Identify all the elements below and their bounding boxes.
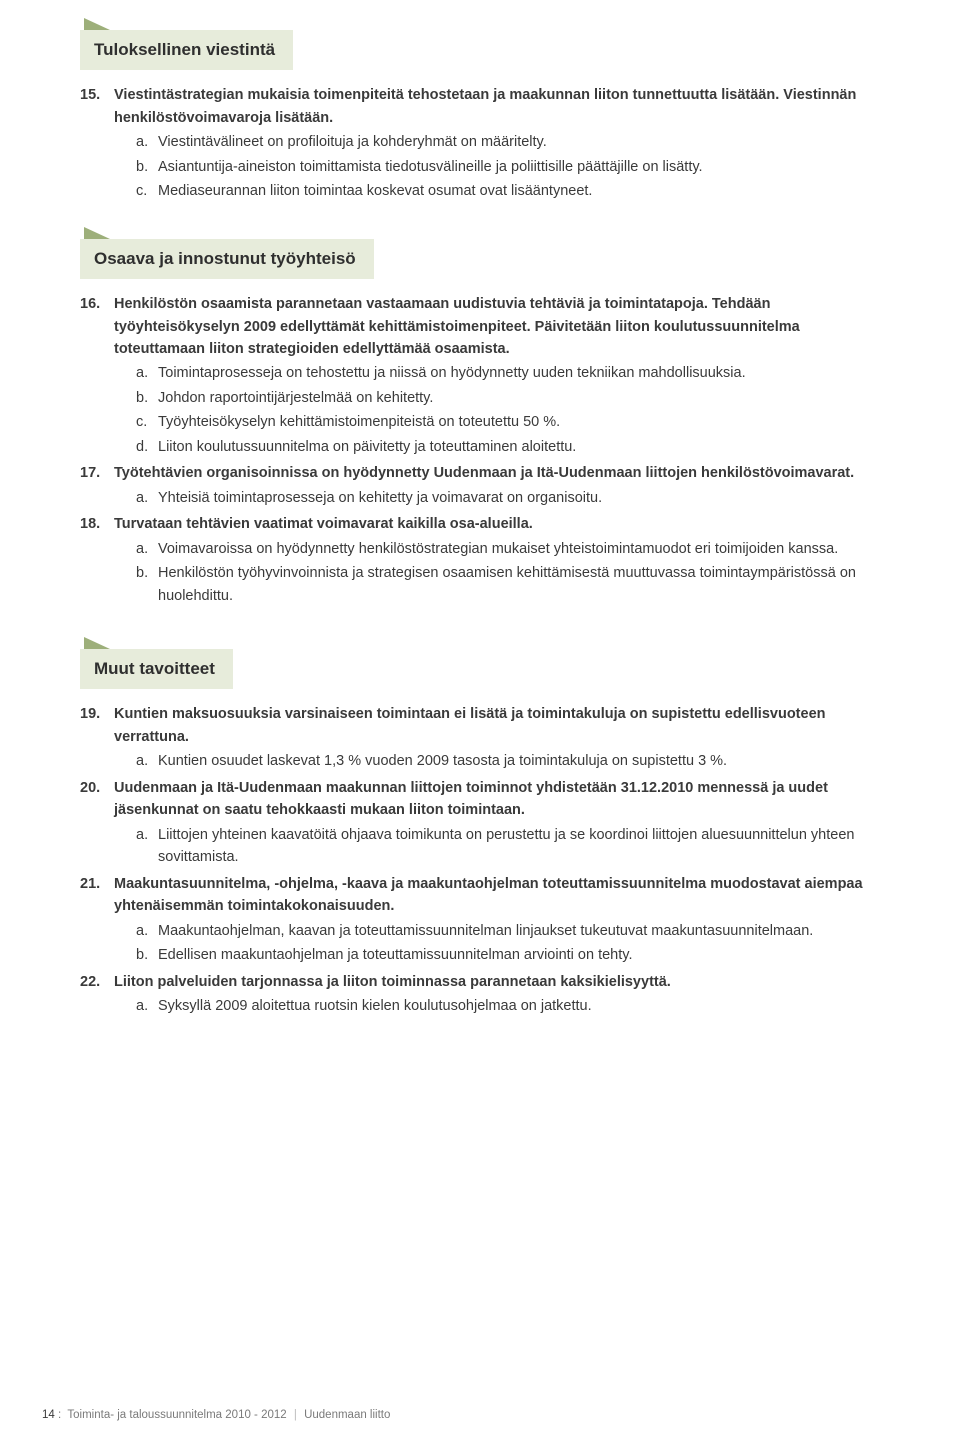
sub-item: b. Edellisen maakuntaohjelman ja toteutta… [136, 944, 880, 966]
section-header: Muut tavoitteet [80, 649, 880, 689]
item-title: Liiton palveluiden tarjonnassa ja liiton… [114, 974, 671, 990]
sub-text: Yhteisiä toimintaprosesseja on kehitetty… [158, 490, 602, 506]
item-title: Turvataan tehtävien vaatimat voimavarat … [114, 516, 533, 532]
sub-letter: a. [136, 131, 148, 153]
list-item: 16. Henkilöstön osaamista parannetaan va… [80, 293, 880, 458]
item-title: Maakuntasuunnitelma, -ohjelma, -kaava ja… [114, 876, 863, 914]
sub-letter: c. [136, 411, 147, 433]
sub-letter: a. [136, 538, 148, 560]
list-item: 22. Liiton palveluiden tarjonnassa ja li… [80, 971, 880, 1018]
section-muut-tavoitteet: Muut tavoitteet 19. Kuntien maksuosuuksi… [80, 649, 880, 1017]
sub-letter: a. [136, 995, 148, 1017]
sub-item: c. Mediaseurannan liiton toimintaa koskev… [136, 180, 880, 202]
item-list: 15. Viestintästrategian mukaisia toimenp… [80, 84, 880, 202]
header-tab-icon [84, 637, 110, 649]
sub-list: a. Viestintävälineet on profiloituja ja k… [114, 131, 880, 202]
list-item: 21. Maakuntasuunnitelma, -ohjelma, -kaav… [80, 873, 880, 967]
list-item: 18. Turvataan tehtävien vaatimat voimava… [80, 513, 880, 607]
item-title: Kuntien maksuosuuksia varsinaiseen toimi… [114, 706, 826, 744]
sub-list: a. Maakuntaohjelman, kaavan ja toteuttami… [114, 920, 880, 967]
sub-item: a. Voimavaroissa on hyödynnetty henkilöst… [136, 538, 880, 560]
sub-text: Henkilöstön työhyvinvoinnista ja strateg… [158, 565, 856, 603]
header-tab-icon [84, 227, 110, 239]
sub-letter: a. [136, 362, 148, 384]
sub-list: a. Kuntien osuudet laskevat 1,3 % vuoden … [114, 750, 880, 772]
sub-text: Edellisen maakuntaohjelman ja toteuttami… [158, 947, 632, 963]
item-number: 15. [80, 84, 100, 106]
sub-letter: b. [136, 387, 148, 409]
section-title: Osaava ja innostunut työyhteisö [80, 239, 374, 279]
list-item: 20. Uudenmaan ja Itä-Uudenmaan maakunnan… [80, 777, 880, 869]
section-tuloksellinen-viestinta: Tuloksellinen viestintä 15. Viestintästr… [80, 30, 880, 203]
sub-item: a. Liittojen yhteinen kaavatöitä ohjaava … [136, 824, 880, 869]
sub-letter: a. [136, 920, 148, 942]
sub-item: a. Maakuntaohjelman, kaavan ja toteuttami… [136, 920, 880, 942]
item-list: 16. Henkilöstön osaamista parannetaan va… [80, 293, 880, 607]
sub-letter: d. [136, 436, 148, 458]
list-item: 17. Työtehtävien organisoinnissa on hyöd… [80, 462, 880, 509]
section-header: Tuloksellinen viestintä [80, 30, 880, 70]
sub-item: a. Syksyllä 2009 aloitettua ruotsin kiele… [136, 995, 880, 1017]
item-number: 19. [80, 703, 100, 725]
item-title: Viestintästrategian mukaisia toimenpitei… [114, 87, 856, 125]
sub-item: b. Johdon raportointijärjestelmää on kehi… [136, 387, 880, 409]
sub-text: Maakuntaohjelman, kaavan ja toteuttamiss… [158, 923, 813, 939]
footer-doc-title: Toiminta- ja taloussuunnitelma 2010 - 20… [67, 1409, 286, 1421]
section-title: Muut tavoitteet [80, 649, 233, 689]
item-title: Uudenmaan ja Itä-Uudenmaan maakunnan lii… [114, 780, 828, 818]
sub-item: a. Yhteisiä toimintaprosesseja on kehitet… [136, 487, 880, 509]
header-tab-icon [84, 18, 110, 30]
sub-item: a. Toimintaprosesseja on tehostettu ja ni… [136, 362, 880, 384]
sub-item: d. Liiton koulutussuunnitelma on päivitet… [136, 436, 880, 458]
section-osaava-tyoyhteiso: Osaava ja innostunut työyhteisö 16. Henk… [80, 239, 880, 607]
sub-list: a. Toimintaprosesseja on tehostettu ja ni… [114, 362, 880, 458]
sub-text: Työyhteisökyselyn kehittämistoimenpiteis… [158, 414, 560, 430]
sub-text: Asiantuntija-aineiston toimittamista tie… [158, 159, 703, 175]
sub-text: Syksyllä 2009 aloitettua ruotsin kielen … [158, 998, 592, 1014]
sub-list: a. Liittojen yhteinen kaavatöitä ohjaava … [114, 824, 880, 869]
list-item: 15. Viestintästrategian mukaisia toimenp… [80, 84, 880, 202]
item-title: Henkilöstön osaamista parannetaan vastaa… [114, 296, 800, 357]
sub-item: b. Asiantuntija-aineiston toimittamista t… [136, 156, 880, 178]
sub-list: a. Syksyllä 2009 aloitettua ruotsin kiele… [114, 995, 880, 1017]
item-number: 22. [80, 971, 100, 993]
item-title: Työtehtävien organisoinnissa on hyödynne… [114, 465, 854, 481]
item-number: 16. [80, 293, 100, 315]
sub-letter: c. [136, 180, 147, 202]
item-number: 20. [80, 777, 100, 799]
sub-item: c. Työyhteisökyselyn kehittämistoimenpite… [136, 411, 880, 433]
sub-text: Johdon raportointijärjestelmää on kehite… [158, 390, 433, 406]
item-number: 21. [80, 873, 100, 895]
section-title: Tuloksellinen viestintä [80, 30, 293, 70]
sub-letter: a. [136, 750, 148, 772]
sub-text: Liittojen yhteinen kaavatöitä ohjaava to… [158, 827, 854, 865]
page-footer: 14 : Toiminta- ja taloussuunnitelma 2010… [42, 1407, 390, 1425]
sub-text: Liiton koulutussuunnitelma on päivitetty… [158, 439, 576, 455]
footer-separator: | [294, 1409, 297, 1421]
sub-list: a. Yhteisiä toimintaprosesseja on kehitet… [114, 487, 880, 509]
sub-item: a. Viestintävälineet on profiloituja ja k… [136, 131, 880, 153]
sub-text: Mediaseurannan liiton toimintaa koskevat… [158, 183, 592, 199]
sub-text: Kuntien osuudet laskevat 1,3 % vuoden 20… [158, 753, 727, 769]
sub-text: Toimintaprosesseja on tehostettu ja niis… [158, 365, 746, 381]
sub-letter: b. [136, 944, 148, 966]
item-number: 17. [80, 462, 100, 484]
sub-letter: b. [136, 562, 148, 584]
sub-list: a. Voimavaroissa on hyödynnetty henkilöst… [114, 538, 880, 607]
item-number: 18. [80, 513, 100, 535]
page-number: 14 [42, 1409, 55, 1421]
section-header: Osaava ja innostunut työyhteisö [80, 239, 880, 279]
sub-letter: a. [136, 824, 148, 846]
sub-text: Viestintävälineet on profiloituja ja koh… [158, 134, 547, 150]
item-list: 19. Kuntien maksuosuuksia varsinaiseen t… [80, 703, 880, 1017]
sub-item: b. Henkilöstön työhyvinvoinnista ja strat… [136, 562, 880, 607]
sub-letter: b. [136, 156, 148, 178]
list-item: 19. Kuntien maksuosuuksia varsinaiseen t… [80, 703, 880, 772]
sub-letter: a. [136, 487, 148, 509]
footer-colon: : [58, 1409, 61, 1421]
footer-org: Uudenmaan liitto [304, 1409, 390, 1421]
sub-item: a. Kuntien osuudet laskevat 1,3 % vuoden … [136, 750, 880, 772]
sub-text: Voimavaroissa on hyödynnetty henkilöstös… [158, 541, 838, 557]
